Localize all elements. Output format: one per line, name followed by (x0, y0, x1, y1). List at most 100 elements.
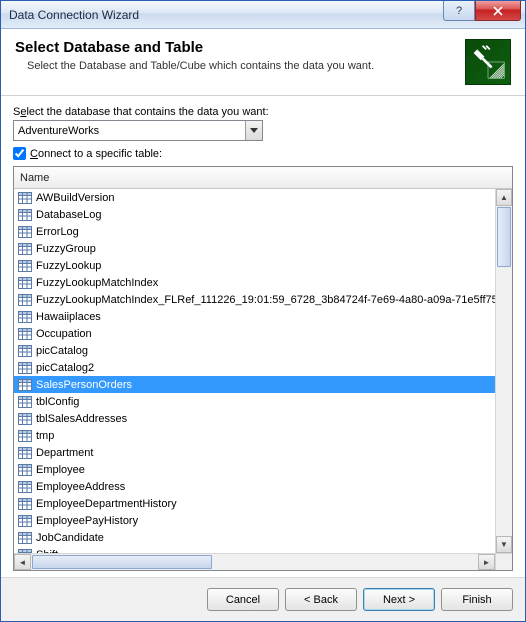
vscroll-thumb[interactable] (497, 207, 511, 267)
wizard-body: Select the database that contains the da… (1, 96, 525, 577)
table-name: FuzzyLookupMatchIndex (36, 277, 158, 289)
wizard-header: Select Database and Table Select the Dat… (1, 29, 525, 96)
table-row[interactable]: AWBuildVersion (14, 189, 495, 206)
page-subtitle: Select the Database and Table/Cube which… (15, 60, 465, 72)
table-icon (18, 430, 32, 442)
column-header-name[interactable]: Name (14, 167, 512, 189)
close-icon (493, 6, 503, 16)
chevron-down-icon (250, 128, 258, 134)
table-icon (18, 311, 32, 323)
page-title: Select Database and Table (15, 39, 465, 56)
cancel-button[interactable]: Cancel (207, 588, 279, 611)
table-row[interactable]: FuzzyGroup (14, 240, 495, 257)
table-list-body: AWBuildVersion DatabaseLog ErrorLog FuzzyGr… (14, 189, 512, 570)
table-name: FuzzyLookup (36, 260, 101, 272)
finish-button[interactable]: Finish (441, 588, 513, 611)
next-button[interactable]: Next > (363, 588, 435, 611)
connect-specific-label: Connect to a specific table: (30, 148, 162, 160)
wizard-footer: Cancel < Back Next > Finish (1, 577, 525, 621)
horizontal-scrollbar[interactable]: ◄ ► (14, 553, 495, 570)
table-name: Employee (36, 464, 85, 476)
table-icon (18, 447, 32, 459)
table-row[interactable]: Employee (14, 461, 495, 478)
window-title: Data Connection Wizard (9, 8, 443, 22)
table-name: Occupation (36, 328, 92, 340)
table-name: tblSalesAddresses (36, 413, 127, 425)
table-icon (18, 464, 32, 476)
header-text: Select Database and Table Select the Dat… (15, 39, 465, 72)
table-name: AWBuildVersion (36, 192, 114, 204)
table-icon (18, 532, 32, 544)
database-label: Select the database that contains the da… (13, 106, 513, 118)
table-name: tmp (36, 430, 54, 442)
table-row[interactable]: picCatalog (14, 342, 495, 359)
help-button[interactable]: ? (443, 1, 475, 21)
table-name: Hawaiiplaces (36, 311, 101, 323)
table-row[interactable]: SalesPersonOrders (14, 376, 495, 393)
vertical-scrollbar[interactable]: ▲ ▼ (495, 189, 512, 553)
table-name: picCatalog2 (36, 362, 94, 374)
table-row[interactable]: tmp (14, 427, 495, 444)
table-name: tblConfig (36, 396, 79, 408)
table-row[interactable]: FuzzyLookupMatchIndex_FLRef_111226_19:01… (14, 291, 495, 308)
wizard-window: Data Connection Wizard ? Select Database… (0, 0, 526, 622)
table-row[interactable]: FuzzyLookup (14, 257, 495, 274)
table-row[interactable]: ErrorLog (14, 223, 495, 240)
hscroll-thumb[interactable] (32, 555, 212, 569)
table-icon (18, 209, 32, 221)
table-name: FuzzyGroup (36, 243, 96, 255)
titlebar[interactable]: Data Connection Wizard ? (1, 1, 525, 29)
table-name: SalesPersonOrders (36, 379, 132, 391)
table-row[interactable]: DatabaseLog (14, 206, 495, 223)
back-button[interactable]: < Back (285, 588, 357, 611)
table-row[interactable]: EmployeeDepartmentHistory (14, 495, 495, 512)
database-combo[interactable]: AdventureWorks (13, 120, 263, 141)
table-icon (18, 481, 32, 493)
table-row[interactable]: Shift (14, 546, 495, 553)
table-name: EmployeeDepartmentHistory (36, 498, 177, 510)
table-row[interactable]: picCatalog2 (14, 359, 495, 376)
database-plug-icon (470, 44, 506, 80)
table-name: DatabaseLog (36, 209, 101, 221)
close-button[interactable] (475, 1, 521, 21)
table-icon (18, 260, 32, 272)
table-row[interactable]: JobCandidate (14, 529, 495, 546)
table-icon (18, 396, 32, 408)
table-icon (18, 515, 32, 527)
table-rows: AWBuildVersion DatabaseLog ErrorLog FuzzyGr… (14, 189, 495, 553)
table-icon (18, 379, 32, 391)
table-icon (18, 192, 32, 204)
table-icon (18, 243, 32, 255)
table-row[interactable]: EmployeeAddress (14, 478, 495, 495)
table-name: picCatalog (36, 345, 88, 357)
table-row[interactable]: tblConfig (14, 393, 495, 410)
table-row[interactable]: tblSalesAddresses (14, 410, 495, 427)
table-icon (18, 413, 32, 425)
table-icon (18, 345, 32, 357)
table-name: FuzzyLookupMatchIndex_FLRef_111226_19:01… (36, 294, 495, 306)
scroll-up-icon[interactable]: ▲ (496, 189, 512, 206)
scroll-right-icon[interactable]: ► (478, 554, 495, 570)
table-name: EmployeeAddress (36, 481, 125, 493)
connect-specific-input[interactable] (13, 147, 26, 160)
table-row[interactable]: EmployeePayHistory (14, 512, 495, 529)
table-row[interactable]: Occupation (14, 325, 495, 342)
window-buttons: ? (443, 1, 525, 28)
table-row[interactable]: FuzzyLookupMatchIndex (14, 274, 495, 291)
table-row[interactable]: Hawaiiplaces (14, 308, 495, 325)
table-icon (18, 294, 32, 306)
table-name: JobCandidate (36, 532, 104, 544)
table-name: Department (36, 447, 93, 459)
header-icon (465, 39, 511, 85)
scroll-corner (495, 553, 512, 570)
connect-specific-checkbox[interactable]: Connect to a specific table: (13, 147, 513, 160)
table-icon (18, 226, 32, 238)
table-icon (18, 328, 32, 340)
table-row[interactable]: Department (14, 444, 495, 461)
table-icon (18, 277, 32, 289)
scroll-down-icon[interactable]: ▼ (496, 536, 512, 553)
table-name: ErrorLog (36, 226, 79, 238)
table-list-panel: Name AWBuildVersion DatabaseLog ErrorLog Fu… (13, 166, 513, 571)
scroll-left-icon[interactable]: ◄ (14, 554, 31, 570)
combo-dropdown-button[interactable] (245, 121, 262, 140)
